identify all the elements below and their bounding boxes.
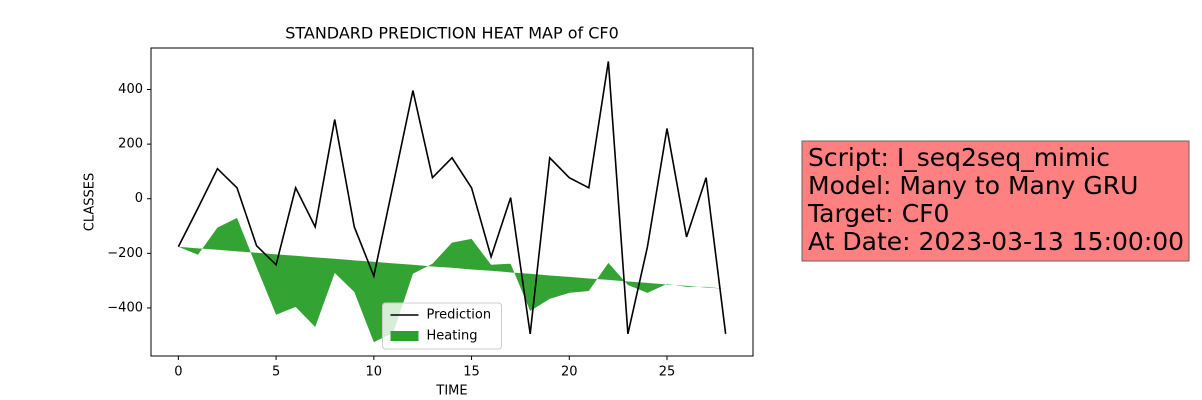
heating-area — [178, 217, 726, 343]
y-axis-label: CLASSES — [83, 173, 98, 231]
x-tick-label: 10 — [366, 365, 383, 380]
x-axis-label: TIME — [435, 384, 467, 399]
annotation-box — [801, 140, 1190, 262]
x-tick-label: 20 — [561, 365, 578, 380]
y-tick-label: 200 — [118, 137, 143, 152]
y-tick-label: 0 — [135, 191, 143, 206]
chart-title: STANDARD PREDICTION HEAT MAP of CF0 — [285, 24, 619, 43]
y-tick-label: 400 — [118, 82, 143, 97]
x-tick-label: 0 — [174, 365, 182, 380]
annotation-line: Script: I_seq2seq_mimic — [808, 143, 1110, 172]
x-tick-label: 15 — [463, 365, 480, 380]
annotation-line: Target: CF0 — [807, 199, 949, 228]
plot-frame — [150, 47, 754, 357]
x-tick-label: 5 — [272, 365, 280, 380]
prediction-line — [177, 61, 727, 335]
y-tick-label: −200 — [107, 246, 143, 261]
legend-swatch — [390, 331, 419, 341]
legend-label: Heating — [427, 329, 478, 344]
annotation-line: At Date: 2023-03-13 15:00:00 — [808, 227, 1184, 256]
y-tick-label: −400 — [107, 300, 143, 315]
annotation-line: Model: Many to Many GRU — [808, 171, 1138, 200]
legend-label: Prediction — [427, 308, 492, 323]
x-tick-label: 25 — [659, 365, 676, 380]
